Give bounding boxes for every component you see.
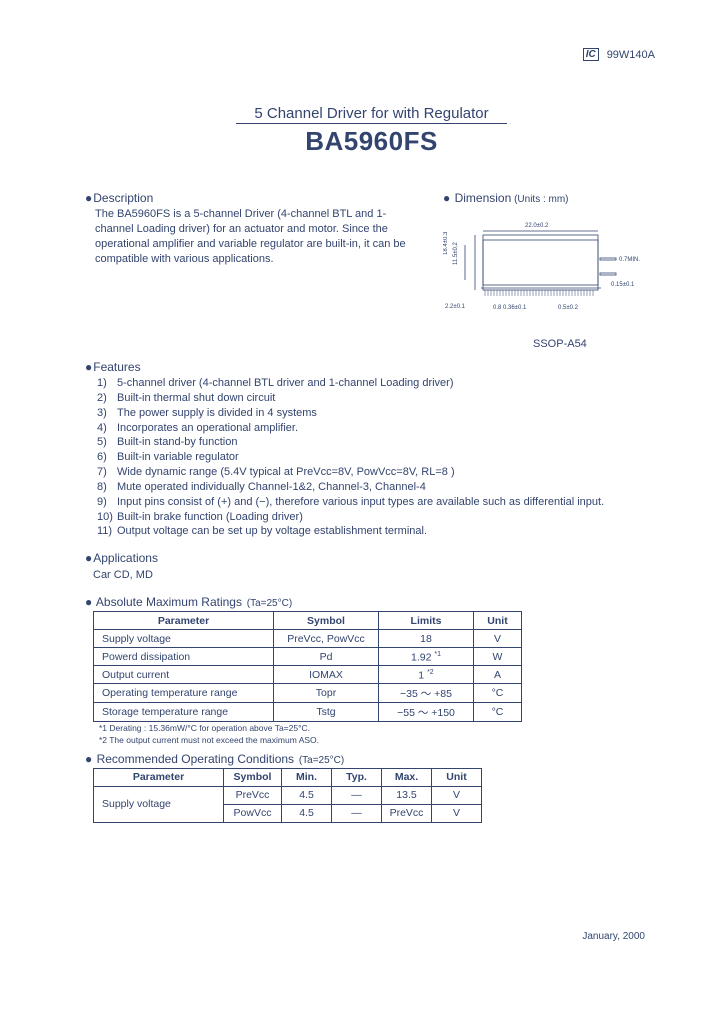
title-block: 5 Channel Driver for with Regulator BA59…	[85, 105, 658, 157]
svg-text:0.8 0.36±0.1: 0.8 0.36±0.1	[493, 305, 527, 311]
ic-logo: IC	[583, 48, 599, 61]
package-label: SSOP-A54	[443, 338, 658, 350]
svg-text:0.15±0.1: 0.15±0.1	[611, 282, 635, 288]
feature-item: 9)Input pins consist of (+) and (−), the…	[97, 495, 658, 510]
dimension-head: Dimension (Units : mm)	[443, 191, 658, 205]
absmax-cond: (Ta=25°C)	[244, 598, 292, 609]
feature-item: 2)Built-in thermal shut down circuit	[97, 391, 658, 406]
svg-text:22.0±0.2: 22.0±0.2	[525, 223, 549, 229]
applications-text: Car CD, MD	[85, 569, 658, 581]
feature-item: 8)Mute operated individually Channel-1&2…	[97, 480, 658, 495]
svg-text:18.4±0.3: 18.4±0.3	[443, 231, 449, 255]
feature-item: 5)Built-in stand-by function	[97, 435, 658, 450]
absmax-table: ParameterSymbolLimitsUnitSupply voltageP…	[93, 611, 522, 722]
applications-head: Applications	[85, 551, 658, 565]
absmax-head: Absolute Maximum Ratings (Ta=25°C)	[85, 595, 658, 609]
feature-item: 1)5-channel driver (4-channel BTL driver…	[97, 376, 658, 391]
recop-cond: (Ta=25°C)	[296, 755, 344, 766]
svg-text:2.2±0.1: 2.2±0.1	[445, 304, 466, 310]
doc-code: 99W140A	[607, 49, 655, 61]
description-text: The BA5960FS is a 5-channel Driver (4-ch…	[85, 207, 419, 266]
header-right: IC 99W140A	[583, 48, 655, 61]
feature-item: 4)Incorporates an operational amplifier.	[97, 421, 658, 436]
feature-item: 3)The power supply is divided in 4 syste…	[97, 406, 658, 421]
svg-text:0.7MIN.: 0.7MIN.	[619, 257, 640, 263]
absmax-head-text: Absolute Maximum Ratings	[96, 595, 242, 609]
feature-item: 7)Wide dynamic range (5.4V typical at Pr…	[97, 465, 658, 480]
absmax-note2: *2 The output current must not exceed th…	[99, 735, 658, 746]
feature-item: 6)Built-in variable regulator	[97, 450, 658, 465]
features-head: Features	[85, 360, 658, 374]
package-drawing: 22.0±0.2 18.4±0.3 11.5±0.2 0.7MIN. 0.15±…	[443, 213, 643, 318]
description-head: Description	[85, 191, 419, 205]
dimension-units: (Units : mm)	[511, 194, 568, 205]
part-number: BA5960FS	[85, 126, 658, 157]
absmax-note1: *1 Derating : 15.36mW/°C for operation a…	[99, 723, 658, 734]
recop-head: Recommended Operating Conditions (Ta=25°…	[85, 752, 658, 766]
recop-head-text: Recommended Operating Conditions	[97, 752, 294, 766]
doc-date: January, 2000	[582, 931, 645, 942]
feature-item: 10)Built-in brake function (Loading driv…	[97, 510, 658, 525]
svg-text:11.5±0.2: 11.5±0.2	[453, 241, 459, 265]
dimension-head-text: Dimension	[455, 191, 512, 205]
svg-text:0.5±0.2: 0.5±0.2	[558, 305, 579, 311]
features-list: 1)5-channel driver (4-channel BTL driver…	[85, 376, 658, 539]
feature-item: 11)Output voltage can be set up by volta…	[97, 524, 658, 539]
recop-table: ParameterSymbolMin.Typ.Max.UnitSupply vo…	[93, 768, 482, 823]
title-line: 5 Channel Driver for with Regulator	[236, 105, 506, 124]
